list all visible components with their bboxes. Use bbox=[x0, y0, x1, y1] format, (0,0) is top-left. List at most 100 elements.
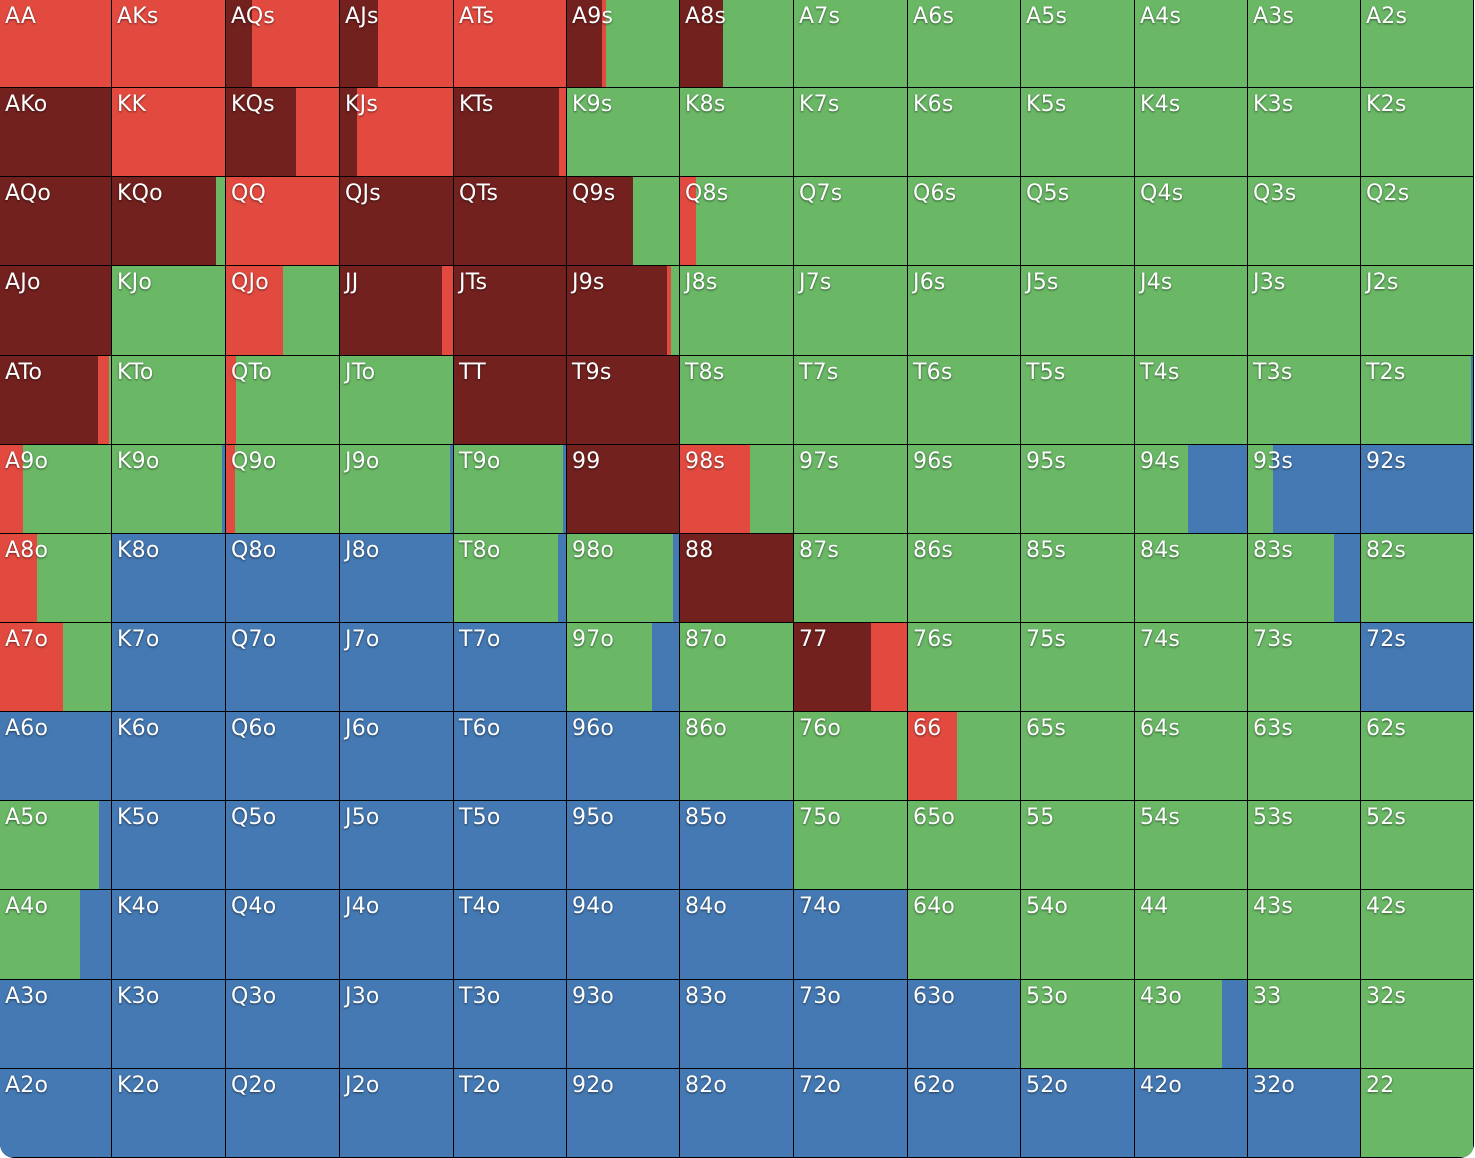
hand-cell-J8o[interactable]: J8o bbox=[340, 534, 453, 622]
hand-cell-TT[interactable]: TT bbox=[454, 356, 566, 444]
hand-cell-66[interactable]: 66 bbox=[908, 712, 1020, 800]
hand-cell-86o[interactable]: 86o bbox=[680, 712, 793, 800]
hand-cell-K3s[interactable]: K3s bbox=[1248, 88, 1360, 176]
hand-cell-33[interactable]: 33 bbox=[1248, 980, 1360, 1068]
hand-cell-Q8o[interactable]: Q8o bbox=[226, 534, 339, 622]
hand-cell-62s[interactable]: 62s bbox=[1361, 712, 1473, 800]
hand-cell-T6o[interactable]: T6o bbox=[454, 712, 566, 800]
hand-cell-AQs[interactable]: AQs bbox=[226, 0, 339, 87]
hand-cell-72s[interactable]: 72s bbox=[1361, 623, 1473, 711]
hand-cell-97s[interactable]: 97s bbox=[794, 445, 907, 533]
hand-cell-53s[interactable]: 53s bbox=[1248, 801, 1360, 889]
hand-cell-T7o[interactable]: T7o bbox=[454, 623, 566, 711]
hand-cell-J9o[interactable]: J9o bbox=[340, 445, 453, 533]
hand-cell-J5s[interactable]: J5s bbox=[1021, 266, 1134, 355]
hand-cell-QQ[interactable]: QQ bbox=[226, 177, 339, 265]
hand-cell-KJo[interactable]: KJo bbox=[112, 266, 225, 355]
hand-cell-AJo[interactable]: AJo bbox=[0, 266, 111, 355]
hand-cell-Q5s[interactable]: Q5s bbox=[1021, 177, 1134, 265]
hand-cell-A9s[interactable]: A9s bbox=[567, 0, 679, 87]
hand-cell-Q2s[interactable]: Q2s bbox=[1361, 177, 1473, 265]
hand-cell-87s[interactable]: 87s bbox=[794, 534, 907, 622]
hand-cell-Q2o[interactable]: Q2o bbox=[226, 1069, 339, 1157]
hand-cell-Q9s[interactable]: Q9s bbox=[567, 177, 679, 265]
hand-cell-JTo[interactable]: JTo bbox=[340, 356, 453, 444]
hand-cell-52s[interactable]: 52s bbox=[1361, 801, 1473, 889]
hand-cell-J9s[interactable]: J9s bbox=[567, 266, 679, 355]
hand-cell-KJs[interactable]: KJs bbox=[340, 88, 453, 176]
hand-cell-55[interactable]: 55 bbox=[1021, 801, 1134, 889]
hand-cell-74o[interactable]: 74o bbox=[794, 890, 907, 979]
hand-cell-KQo[interactable]: KQo bbox=[112, 177, 225, 265]
hand-cell-K2s[interactable]: K2s bbox=[1361, 88, 1473, 176]
hand-cell-74s[interactable]: 74s bbox=[1135, 623, 1247, 711]
hand-cell-Q7o[interactable]: Q7o bbox=[226, 623, 339, 711]
hand-cell-K9s[interactable]: K9s bbox=[567, 88, 679, 176]
hand-cell-84s[interactable]: 84s bbox=[1135, 534, 1247, 622]
hand-cell-94s[interactable]: 94s bbox=[1135, 445, 1247, 533]
hand-cell-73s[interactable]: 73s bbox=[1248, 623, 1360, 711]
hand-cell-KTo[interactable]: KTo bbox=[112, 356, 225, 444]
hand-cell-Q3o[interactable]: Q3o bbox=[226, 980, 339, 1068]
hand-cell-K8o[interactable]: K8o bbox=[112, 534, 225, 622]
hand-cell-73o[interactable]: 73o bbox=[794, 980, 907, 1068]
hand-cell-A7o[interactable]: A7o bbox=[0, 623, 111, 711]
hand-cell-87o[interactable]: 87o bbox=[680, 623, 793, 711]
hand-cell-T7s[interactable]: T7s bbox=[794, 356, 907, 444]
hand-cell-T4o[interactable]: T4o bbox=[454, 890, 566, 979]
hand-cell-63s[interactable]: 63s bbox=[1248, 712, 1360, 800]
hand-cell-K4o[interactable]: K4o bbox=[112, 890, 225, 979]
hand-cell-J5o[interactable]: J5o bbox=[340, 801, 453, 889]
hand-cell-64o[interactable]: 64o bbox=[908, 890, 1020, 979]
hand-cell-AJs[interactable]: AJs bbox=[340, 0, 453, 87]
hand-cell-T4s[interactable]: T4s bbox=[1135, 356, 1247, 444]
hand-cell-76o[interactable]: 76o bbox=[794, 712, 907, 800]
hand-cell-85o[interactable]: 85o bbox=[680, 801, 793, 889]
hand-cell-22[interactable]: 22 bbox=[1361, 1069, 1473, 1157]
hand-cell-77[interactable]: 77 bbox=[794, 623, 907, 711]
hand-cell-T6s[interactable]: T6s bbox=[908, 356, 1020, 444]
hand-cell-72o[interactable]: 72o bbox=[794, 1069, 907, 1157]
hand-cell-93o[interactable]: 93o bbox=[567, 980, 679, 1068]
hand-cell-QTs[interactable]: QTs bbox=[454, 177, 566, 265]
hand-cell-83o[interactable]: 83o bbox=[680, 980, 793, 1068]
hand-cell-63o[interactable]: 63o bbox=[908, 980, 1020, 1068]
hand-cell-J6o[interactable]: J6o bbox=[340, 712, 453, 800]
hand-cell-T8s[interactable]: T8s bbox=[680, 356, 793, 444]
hand-cell-J3o[interactable]: J3o bbox=[340, 980, 453, 1068]
hand-cell-Q5o[interactable]: Q5o bbox=[226, 801, 339, 889]
hand-cell-QJo[interactable]: QJo bbox=[226, 266, 339, 355]
hand-cell-QTo[interactable]: QTo bbox=[226, 356, 339, 444]
hand-cell-43s[interactable]: 43s bbox=[1248, 890, 1360, 979]
hand-cell-KQs[interactable]: KQs bbox=[226, 88, 339, 176]
hand-cell-97o[interactable]: 97o bbox=[567, 623, 679, 711]
hand-cell-JTs[interactable]: JTs bbox=[454, 266, 566, 355]
hand-cell-J7o[interactable]: J7o bbox=[340, 623, 453, 711]
hand-cell-KTs[interactable]: KTs bbox=[454, 88, 566, 176]
hand-cell-ATs[interactable]: ATs bbox=[454, 0, 566, 87]
hand-cell-A8o[interactable]: A8o bbox=[0, 534, 111, 622]
hand-cell-75o[interactable]: 75o bbox=[794, 801, 907, 889]
hand-cell-Q9o[interactable]: Q9o bbox=[226, 445, 339, 533]
hand-cell-T9o[interactable]: T9o bbox=[454, 445, 566, 533]
hand-cell-K9o[interactable]: K9o bbox=[112, 445, 225, 533]
hand-cell-54s[interactable]: 54s bbox=[1135, 801, 1247, 889]
hand-cell-42s[interactable]: 42s bbox=[1361, 890, 1473, 979]
hand-cell-A5s[interactable]: A5s bbox=[1021, 0, 1134, 87]
hand-cell-AKo[interactable]: AKo bbox=[0, 88, 111, 176]
hand-cell-95s[interactable]: 95s bbox=[1021, 445, 1134, 533]
hand-cell-76s[interactable]: 76s bbox=[908, 623, 1020, 711]
hand-cell-K7s[interactable]: K7s bbox=[794, 88, 907, 176]
hand-cell-K6o[interactable]: K6o bbox=[112, 712, 225, 800]
hand-cell-A2o[interactable]: A2o bbox=[0, 1069, 111, 1157]
hand-cell-32s[interactable]: 32s bbox=[1361, 980, 1473, 1068]
hand-cell-82o[interactable]: 82o bbox=[680, 1069, 793, 1157]
hand-cell-A4s[interactable]: A4s bbox=[1135, 0, 1247, 87]
hand-cell-T5o[interactable]: T5o bbox=[454, 801, 566, 889]
hand-cell-A6s[interactable]: A6s bbox=[908, 0, 1020, 87]
hand-cell-64s[interactable]: 64s bbox=[1135, 712, 1247, 800]
hand-cell-T3s[interactable]: T3s bbox=[1248, 356, 1360, 444]
hand-cell-98o[interactable]: 98o bbox=[567, 534, 679, 622]
hand-cell-32o[interactable]: 32o bbox=[1248, 1069, 1360, 1157]
hand-cell-52o[interactable]: 52o bbox=[1021, 1069, 1134, 1157]
